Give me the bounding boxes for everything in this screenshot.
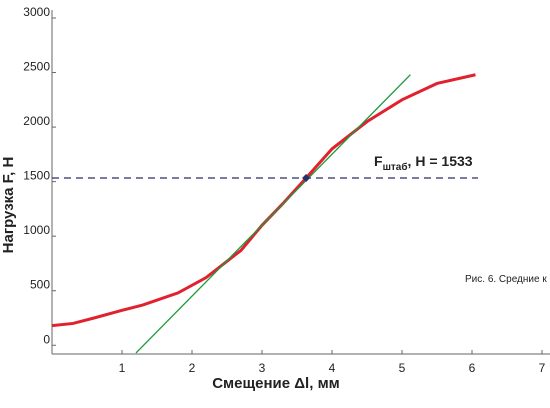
- caption: Рис. 6. Средние к: [465, 274, 547, 285]
- y-tick-label: 3000: [23, 5, 50, 19]
- threshold-point: [302, 174, 311, 183]
- y-tick-label: 500: [30, 278, 50, 292]
- x-tick-label: 4: [329, 361, 336, 375]
- y-tick-label: 1000: [23, 223, 50, 237]
- annotation-rest: , H =: [408, 153, 442, 169]
- y-tick-label: 1500: [23, 169, 50, 183]
- x-tick-label: 7: [539, 361, 546, 375]
- x-tick-label: 5: [399, 361, 406, 375]
- annotation-sub: штаб: [383, 161, 408, 173]
- x-axis-label: Смещение Δl, мм: [212, 375, 340, 392]
- annotation: Fштаб, H = 1533: [374, 153, 473, 173]
- y-tick-label: 2000: [23, 114, 50, 128]
- y-axis-label: Нагрузка F, H: [0, 157, 17, 254]
- y-tick-label: 2500: [23, 60, 50, 74]
- x-tick-label: 2: [189, 361, 196, 375]
- line-series: [135, 74, 411, 354]
- annotation-value: 1533: [441, 153, 472, 169]
- x-tick-label: 6: [469, 361, 476, 375]
- line-series: [51, 73, 476, 328]
- x-tick-label: 1: [119, 361, 126, 375]
- x-tick-label: 3: [259, 361, 266, 375]
- y-tick-label: 0: [43, 332, 50, 346]
- annotation-main: F: [374, 153, 383, 169]
